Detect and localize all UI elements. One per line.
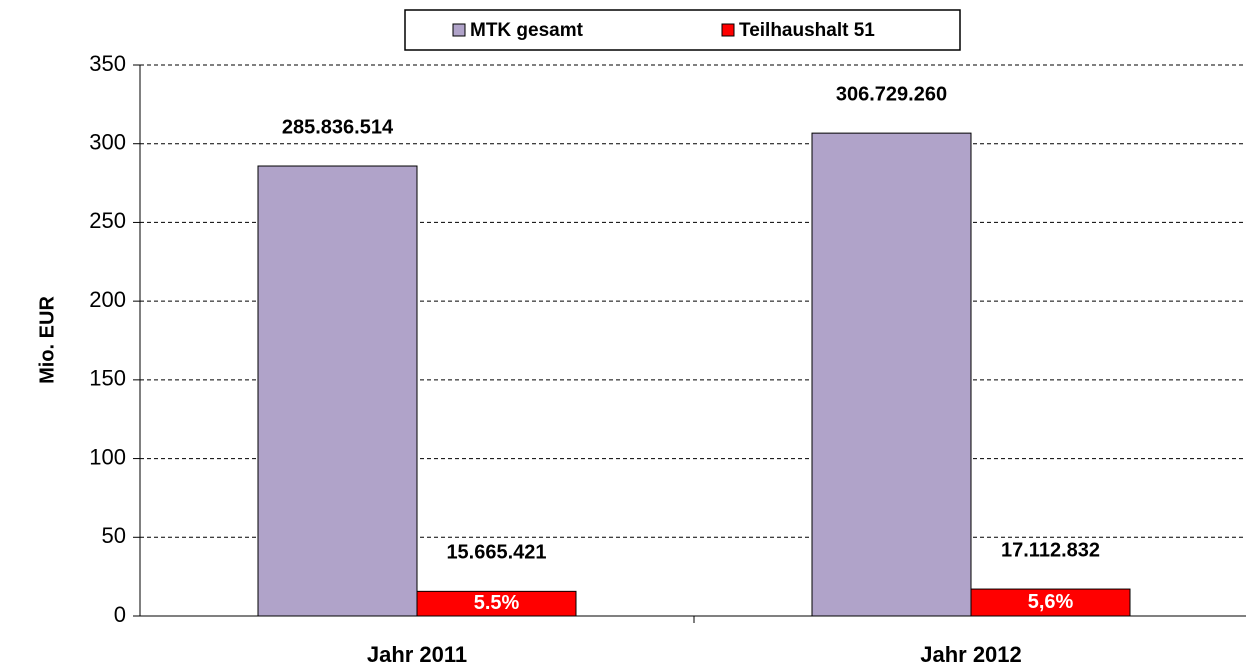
y-tick-label: 100 xyxy=(89,444,126,469)
data-label: 17.112.832 xyxy=(1001,539,1100,561)
bar xyxy=(970,588,1131,617)
y-tick-label: 50 xyxy=(102,523,126,548)
bar xyxy=(811,132,972,617)
y-axis-label: Mio. EUR xyxy=(36,296,58,384)
y-tick-label: 350 xyxy=(89,51,126,76)
data-label: 15.665.421 xyxy=(446,542,546,564)
x-tick-label: Jahr 2011 xyxy=(367,642,467,667)
x-tick-label: Jahr 2012 xyxy=(920,642,1022,667)
legend-swatch xyxy=(452,23,466,37)
y-tick-label: 0 xyxy=(114,602,126,627)
legend-label: MTK gesamt xyxy=(470,20,584,41)
y-tick-label: 250 xyxy=(89,208,126,233)
legend-box xyxy=(404,9,961,51)
inner-label: 5.5% xyxy=(474,592,520,614)
legend-label: Teilhaushalt 51 xyxy=(739,20,875,41)
data-label: 306.729.260 xyxy=(836,83,947,105)
y-tick-label: 300 xyxy=(89,130,126,155)
bar xyxy=(416,590,577,617)
bar xyxy=(257,165,418,617)
legend-swatch xyxy=(721,23,735,37)
data-label: 285.836.514 xyxy=(282,116,394,138)
inner-label: 5,6% xyxy=(1028,591,1074,613)
y-tick-label: 200 xyxy=(89,287,126,312)
y-tick-label: 150 xyxy=(89,366,126,391)
